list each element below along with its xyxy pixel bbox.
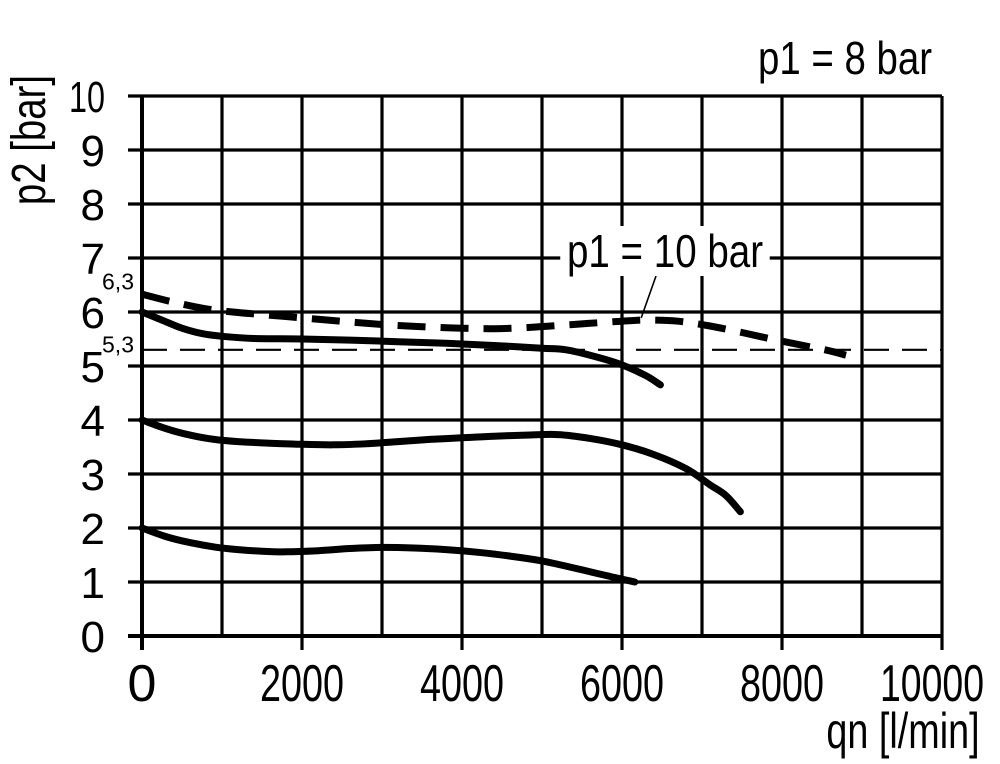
curve-upper-solid-curve (138, 308, 664, 389)
x-tick-labels: 0 2000 4000 6000 8000 10000 (128, 655, 984, 713)
y-special-label-5-3: 5,3 (102, 331, 134, 358)
curve-lower-solid-curve (138, 524, 639, 586)
y-tick-label: 9 (81, 127, 105, 176)
y-tick-label: 6 (81, 289, 105, 338)
annotation-leader-line (640, 275, 657, 319)
x-tick-label: 10000 (880, 655, 984, 713)
y-tick-label: 2 (81, 505, 105, 554)
x-tick-label: 6000 (580, 655, 664, 713)
grid-horizontal-lines (128, 94, 942, 638)
grid-vertical-lines (140, 96, 944, 650)
x-axis-title: qn [l/min] (826, 703, 980, 759)
y-tick-label: 1 (81, 559, 105, 608)
y-tick-label: 4 (81, 397, 105, 446)
x-tick-label: 8000 (740, 655, 824, 713)
y-tick-label: 0 (81, 613, 105, 662)
y-special-label-6-3: 6,3 (102, 268, 134, 295)
curve-middle-solid-curve (138, 416, 744, 516)
x-tick-label: 4000 (420, 655, 504, 713)
y-tick-label: 5 (81, 343, 105, 392)
y-tick-label: 3 (81, 451, 105, 500)
y-axis-title: p2 [bar] (3, 74, 56, 206)
y-tick-label: 7 (81, 235, 105, 284)
x-tick-label: 2000 (260, 655, 344, 713)
chart-condition-title: p1 = 8 bar (757, 32, 933, 84)
curve-inlet-10bar-dashed (141, 290, 847, 359)
x-tick-label: 0 (128, 655, 157, 713)
y-tick-label: 8 (81, 181, 105, 230)
y-tick-label: 10 (69, 73, 105, 122)
curve-annotation-label: p1 = 10 bar (560, 226, 770, 276)
